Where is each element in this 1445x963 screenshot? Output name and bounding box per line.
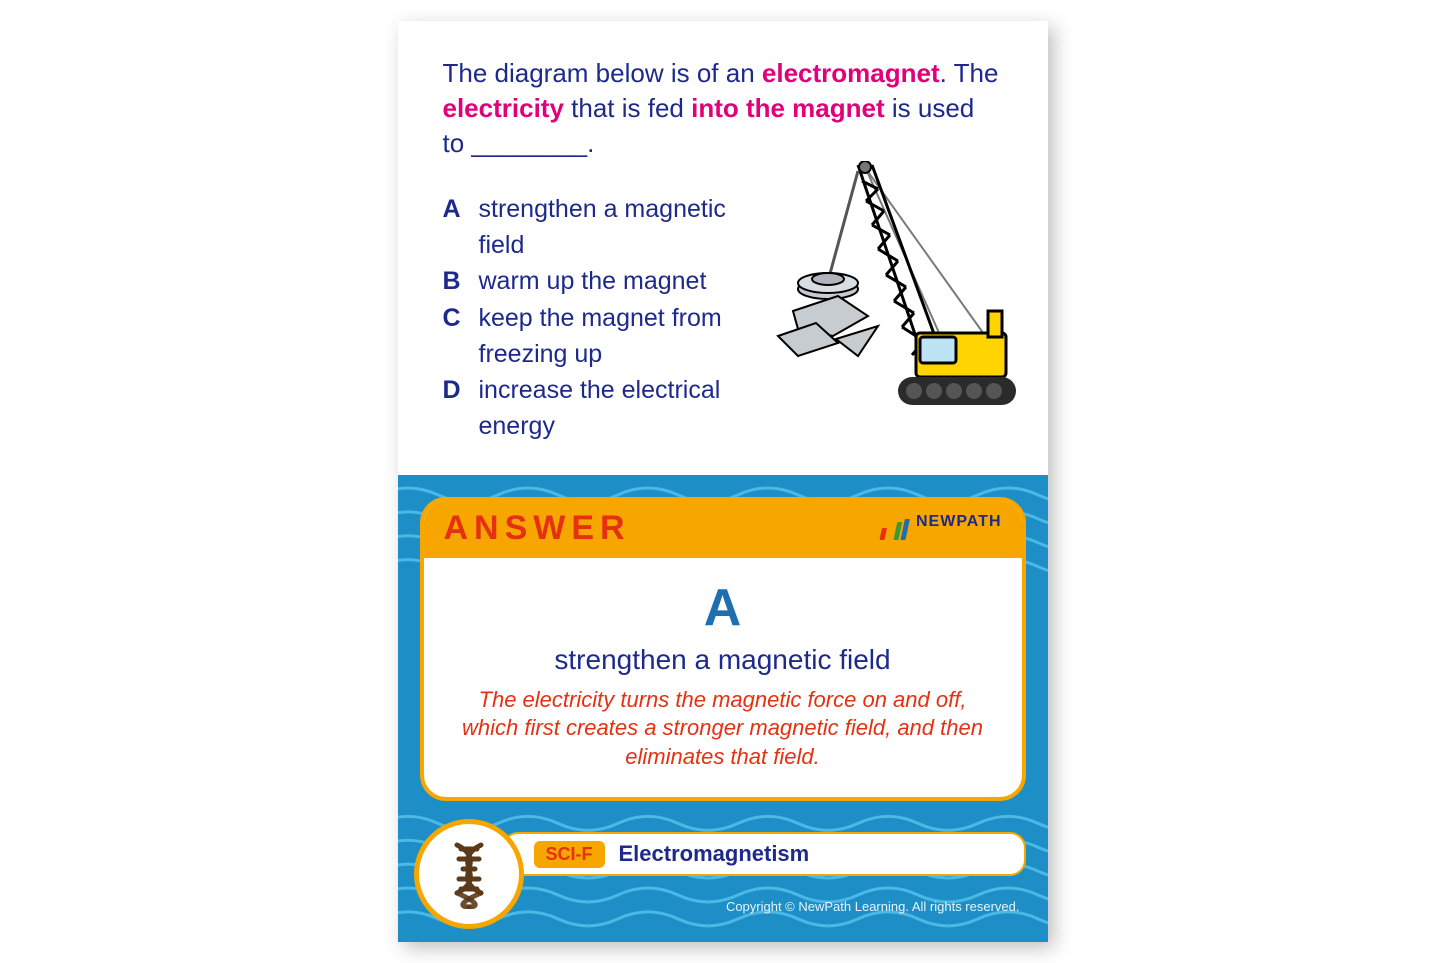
dna-badge — [414, 819, 524, 929]
logo-line1: NEWPATH — [916, 514, 1002, 530]
logo-mark-icon — [879, 516, 912, 540]
choice-text: increase the electrical energy — [479, 372, 773, 445]
topic-name: Electromagnetism — [619, 841, 810, 867]
crane-icon — [738, 161, 1018, 421]
answer-choices: Astrengthen a magnetic fieldBwarm up the… — [443, 191, 773, 445]
correct-letter: A — [454, 578, 992, 638]
choice-text: strengthen a magnetic field — [479, 191, 773, 264]
question-text: The diagram below is of an electromagnet… — [443, 56, 1003, 161]
dna-icon — [439, 839, 499, 909]
answer-explanation: The electricity turns the magnetic force… — [454, 686, 992, 772]
correct-choice-text: strengthen a magnetic field — [454, 644, 992, 676]
choice-text: keep the magnet from freezing up — [479, 300, 773, 373]
choice-a: Astrengthen a magnetic field — [443, 191, 773, 264]
choice-letter: D — [443, 372, 465, 445]
answer-header-label: ANSWER — [444, 509, 631, 548]
topic-pill: SCI-F Electromagnetism — [502, 832, 1026, 876]
flashcard: The diagram below is of an electromagnet… — [398, 21, 1048, 943]
choice-text: warm up the magnet — [479, 263, 773, 299]
answer-body: A strengthen a magnetic field The electr… — [424, 558, 1022, 798]
crane-diagram — [738, 161, 1018, 421]
answer-header: ANSWER NEWPATH LEARNING — [424, 501, 1022, 558]
topic-code: SCI-F — [534, 841, 605, 868]
question-panel: The diagram below is of an electromagnet… — [398, 21, 1048, 475]
choice-d: Dincrease the electrical energy — [443, 372, 773, 445]
answer-card: ANSWER NEWPATH LEARNING A strengthen a m… — [420, 497, 1026, 802]
choice-b: Bwarm up the magnet — [443, 263, 773, 299]
topic-row: SCI-F Electromagnetism — [420, 819, 1026, 889]
choice-c: Ckeep the magnet from freezing up — [443, 300, 773, 373]
choice-letter: C — [443, 300, 465, 373]
newpath-logo: NEWPATH LEARNING — [882, 514, 1002, 542]
answer-panel: ANSWER NEWPATH LEARNING A strengthen a m… — [398, 475, 1048, 943]
choice-letter: B — [443, 263, 465, 299]
logo-line2: LEARNING — [916, 530, 1002, 542]
choice-letter: A — [443, 191, 465, 264]
